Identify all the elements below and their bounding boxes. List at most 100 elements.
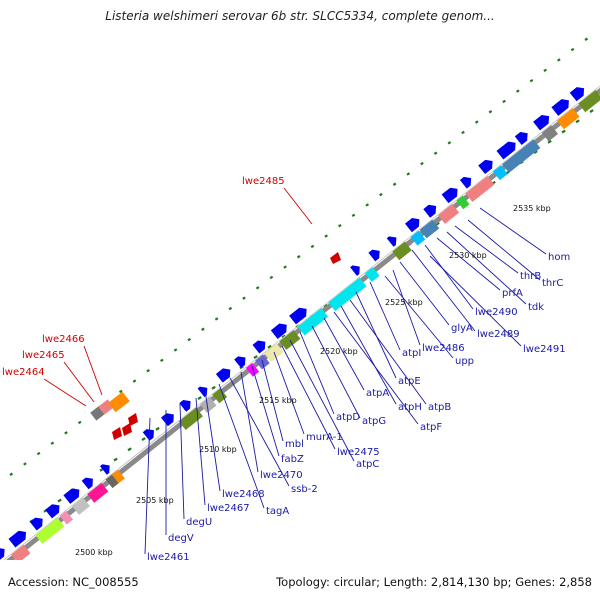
forward-gene — [569, 87, 585, 102]
track-dot — [197, 396, 202, 400]
leader-line — [479, 207, 547, 255]
reverse-gene — [11, 544, 31, 560]
gene-label: murA-1 — [306, 432, 343, 443]
gene-label: tdk — [528, 302, 544, 313]
gene-arrow — [551, 99, 569, 116]
backbone-highlight — [3, 85, 600, 560]
gene-block — [59, 510, 74, 525]
gene-arrow — [142, 429, 154, 441]
gene-block — [578, 89, 600, 113]
track-dot — [77, 420, 82, 425]
track-dot — [211, 385, 216, 390]
leader-line — [340, 305, 397, 405]
forward-gene — [368, 249, 380, 262]
accession-text: Accession: NC_008555 — [8, 575, 139, 589]
gene-block — [72, 497, 90, 515]
forward-gene — [423, 204, 437, 218]
track-dot — [461, 130, 465, 135]
leader-line — [281, 345, 336, 450]
reverse-gene — [456, 195, 470, 210]
reverse-gene — [212, 388, 228, 404]
forward-gene — [289, 307, 307, 325]
gene-arrow — [459, 176, 472, 189]
track-dot — [589, 109, 594, 113]
track-dot — [127, 447, 132, 452]
track-dot — [435, 221, 440, 226]
leader-line — [299, 331, 335, 415]
highlighted-gene-lwe2485 — [330, 252, 341, 264]
forward-gene — [386, 236, 397, 247]
track-dot — [406, 172, 411, 176]
track-dot — [64, 431, 68, 435]
gene-block — [541, 125, 559, 142]
forward-gene — [459, 176, 472, 189]
gene-arrow — [441, 187, 458, 204]
track-dot — [173, 348, 178, 352]
track-dot — [515, 89, 520, 93]
forward-gene — [81, 477, 93, 490]
track-dot — [570, 47, 575, 52]
forward-gene — [252, 340, 266, 354]
gene-label: atpI — [402, 348, 421, 359]
lwe2466-gene — [108, 391, 130, 413]
gene-arrow — [81, 477, 93, 490]
tick-label: 2500 kbp — [75, 548, 113, 557]
gene-arrow — [161, 413, 174, 427]
track-dot — [283, 265, 287, 269]
track-dot — [502, 99, 506, 104]
label-layer: 2500 kbp 2505 kbp 2510 kbp 2515 kbp 2520 kbp… — [2, 176, 570, 560]
gene-arrow — [0, 547, 5, 560]
gene-block — [438, 204, 460, 224]
track-dot — [187, 337, 192, 342]
forward-gene — [45, 504, 60, 519]
genome-summary-text: Topology: circular; Length: 2,814,130 bp… — [276, 575, 592, 589]
map-title: Listeria welshimeri serovar 6b str. SLCC… — [105, 9, 495, 23]
reverse-gene — [200, 396, 217, 413]
gene-block — [456, 195, 470, 210]
gene-label: degU — [186, 517, 212, 528]
gene-label: thrC — [542, 278, 563, 289]
gene-arrow — [423, 204, 437, 218]
gene-label: prfA — [502, 288, 523, 299]
gene-arrow — [252, 340, 266, 354]
leader-line-highlight — [283, 187, 313, 225]
gene-arrow — [496, 141, 516, 160]
leader-line — [454, 225, 519, 274]
reverse-gene — [541, 125, 559, 142]
leader-line — [429, 255, 522, 347]
tick-label: 2520 kbp — [320, 347, 358, 356]
gene-label: lwe2470 — [260, 470, 303, 481]
leader-line — [195, 397, 206, 506]
gene-label: lwe2491 — [523, 344, 566, 355]
gene-block — [410, 230, 426, 246]
forward-gene — [8, 530, 27, 548]
reverse-gene — [493, 165, 508, 181]
leader-line — [229, 377, 290, 487]
gene-label: thrB — [520, 271, 541, 282]
gene-label: upp — [455, 356, 474, 367]
gene-block — [245, 363, 260, 377]
gene-block — [105, 473, 121, 489]
reverse-gene — [297, 308, 329, 336]
track-dot — [296, 255, 301, 259]
track-dot — [132, 379, 137, 383]
reverse-gene — [419, 219, 440, 239]
gene-arrow — [45, 504, 60, 519]
gene-block — [35, 517, 65, 544]
track-dot — [255, 286, 260, 290]
tick-label: 2530 kbp — [449, 251, 487, 260]
leader-line — [424, 244, 474, 310]
track-dot — [160, 358, 164, 363]
reverse-gene — [87, 482, 109, 503]
reverse-gene — [364, 267, 380, 283]
gene-block — [212, 388, 228, 404]
forward-gene — [478, 159, 493, 175]
reverse-gene — [59, 510, 74, 525]
track-dot — [310, 244, 315, 249]
reverse-gene — [438, 204, 460, 224]
track-dot — [155, 426, 160, 431]
forward-gene — [215, 368, 231, 383]
gene-arrow — [234, 356, 246, 369]
gene-arrow — [270, 323, 287, 339]
track-dot — [141, 437, 146, 441]
